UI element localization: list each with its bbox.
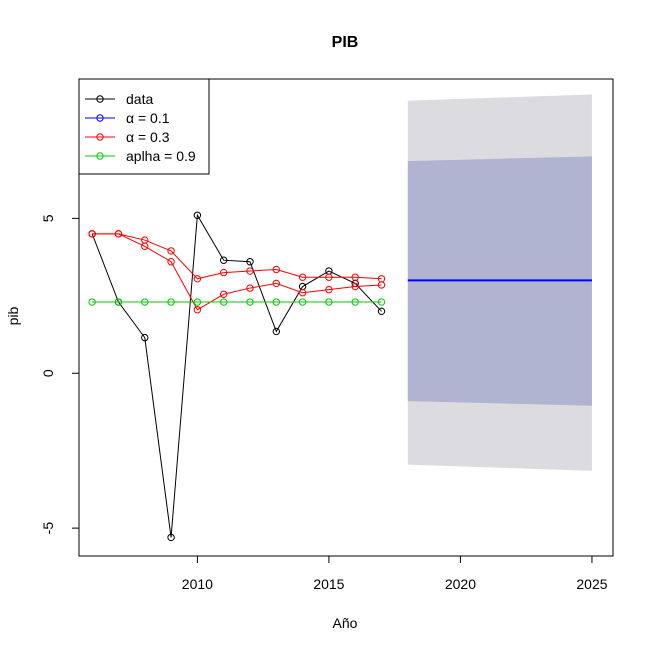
legend: data α = 0.1 α = 0.3 aplha = 0.9: [78, 78, 210, 175]
series-0-point-7: [272, 327, 280, 336]
legend-label-1: α = 0.1: [126, 110, 170, 126]
series-2-point-7: [272, 279, 280, 288]
series-0-point-6: [246, 258, 254, 266]
series-line-1: [92, 233, 382, 280]
series-3-point-9: [325, 298, 333, 306]
series-2-point-11: [377, 281, 386, 289]
series-2-point-1: [114, 230, 123, 238]
legend-swatch-point-1: [96, 114, 104, 122]
y-tick-label-0: 0: [40, 369, 56, 377]
series-0-point-11: [377, 307, 386, 316]
chart-title: PIB: [332, 34, 359, 51]
series-2-point-2: [141, 242, 149, 250]
legend-label-0: data: [126, 91, 153, 107]
series-3-point-6: [246, 298, 254, 306]
series-2: [88, 230, 386, 314]
series-1-point-7: [272, 265, 280, 274]
series-3-point-10: [351, 298, 359, 306]
series-1: [88, 230, 386, 283]
x-tick-label-2015: 2015: [313, 576, 344, 592]
x-axis-label: Año: [333, 615, 358, 631]
series-0-point-5: [219, 256, 228, 264]
x-tick-label-2025: 2025: [576, 576, 607, 592]
forecast-bands: [407, 94, 592, 471]
series-3-point-7: [272, 298, 280, 306]
series-3-point-2: [141, 298, 149, 306]
axes: 2010 2015 2020 2025 -5 0 5: [40, 78, 614, 592]
series-3-point-3: [167, 298, 175, 306]
legend-label-2: α = 0.3: [126, 129, 170, 145]
series-1-point-10: [351, 273, 359, 281]
series-1-point-9: [325, 273, 333, 281]
series-2-point-4: [193, 306, 202, 314]
legend-box: [78, 78, 210, 175]
series-2-point-0: [88, 230, 96, 238]
series-3: [88, 298, 386, 306]
series-line-0: [91, 213, 382, 538]
series-3-point-0: [88, 298, 96, 306]
series-2-point-6: [246, 284, 254, 292]
series-0: [88, 211, 386, 542]
series-2-point-9: [325, 285, 333, 294]
legend-swatch-point-0: [96, 95, 104, 103]
series-2-point-5: [219, 290, 228, 298]
legend-label-3: aplha = 0.9: [126, 148, 196, 164]
legend-swatch-point-2: [96, 133, 104, 141]
y-tick-label-5: 5: [40, 214, 56, 222]
series-3-point-5: [219, 298, 228, 306]
x-tick-label-2010: 2010: [182, 576, 213, 592]
series-2-point-8: [298, 289, 307, 297]
y-tick-label--5: -5: [40, 522, 56, 535]
series-3-point-1: [114, 298, 123, 306]
series-0-point-2: [141, 333, 149, 342]
series-1-point-3: [167, 247, 175, 255]
series-3-point-4: [193, 298, 202, 306]
series-layer: [88, 211, 386, 542]
series-3-point-11: [377, 298, 386, 306]
series-1-point-5: [219, 268, 228, 277]
series-0-point-4: [193, 211, 202, 219]
x-tick-label-2020: 2020: [445, 576, 476, 592]
series-1-point-8: [298, 273, 307, 281]
legend-swatch-point-3: [96, 152, 104, 160]
series-line-2: [92, 233, 382, 311]
series-2-point-10: [351, 282, 359, 291]
series-0-point-3: [167, 533, 175, 542]
y-axis-label: pib: [5, 306, 21, 325]
series-1-point-6: [246, 267, 254, 275]
series-2-point-3: [167, 258, 175, 266]
series-1-point-4: [193, 275, 202, 283]
series-3-point-8: [298, 298, 307, 306]
